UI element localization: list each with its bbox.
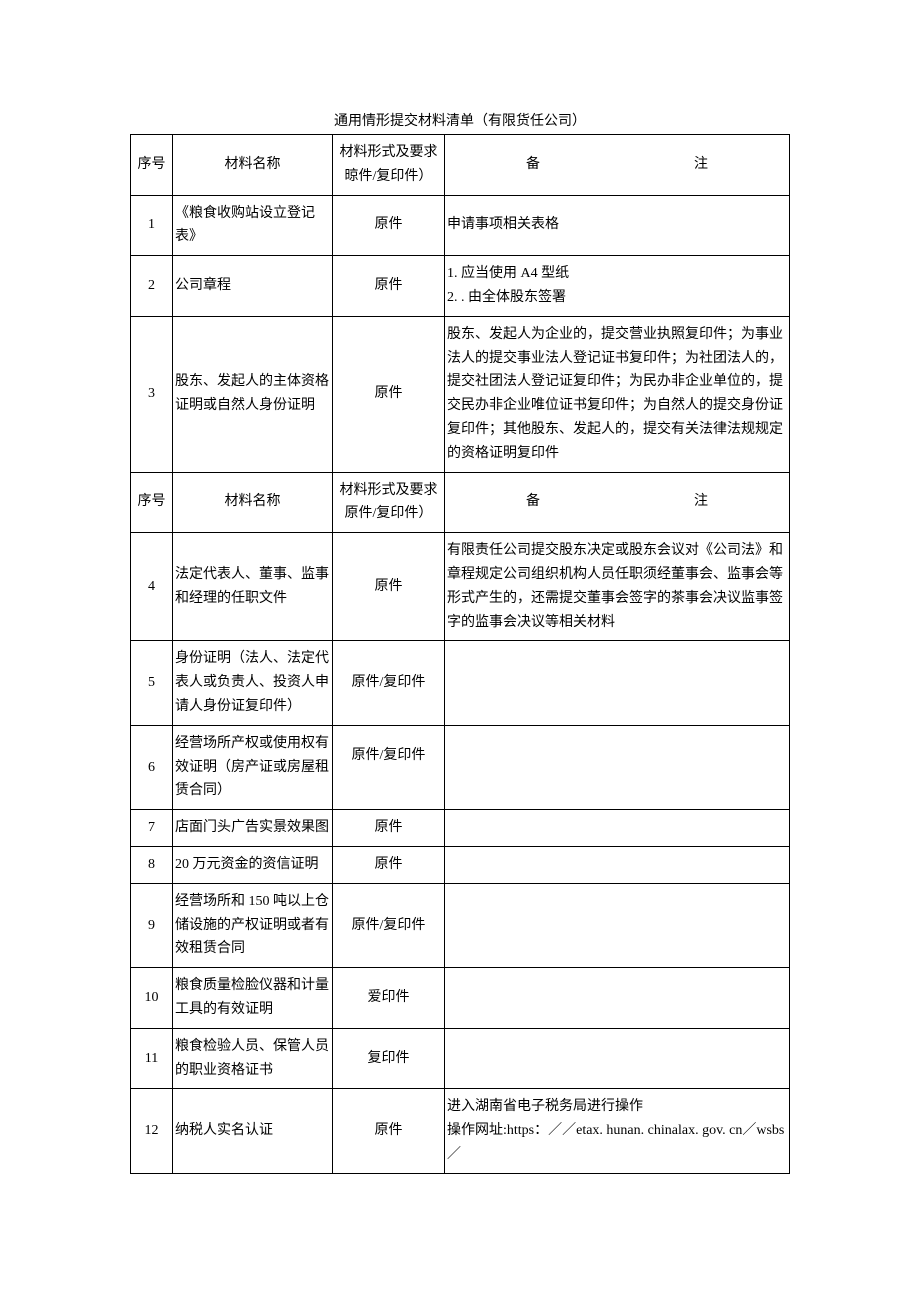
col-name-header: 材料名称 — [173, 135, 333, 196]
table-row: 12 纳税人实名认证 原件 进入湖南省电子税务局进行操作 操作网址:https：… — [131, 1089, 790, 1173]
cell-seq: 2 — [131, 256, 173, 317]
cell-remark: 1. 应当使用 A4 型纸 2. . 由全体股东签署 — [445, 256, 790, 317]
col-seq-header: 序号 — [131, 472, 173, 533]
cell-seq: 12 — [131, 1089, 173, 1173]
table-row: 7 店面门头广告实景效果图 原件 — [131, 810, 790, 847]
cell-remark — [445, 641, 790, 725]
cell-form: 复印件 — [333, 1028, 445, 1089]
col-seq-header: 序号 — [131, 135, 173, 196]
table-row: 3 股东、发起人的主体资格证明或自然人身份证明 原件 股东、发起人为企业的，提交… — [131, 316, 790, 472]
table-row: 1 《粮食收购站设立登记表》 原件 申请事项相关表格 — [131, 195, 790, 256]
cell-remark — [445, 725, 790, 809]
cell-form: 原件 — [333, 195, 445, 256]
cell-name: 公司章程 — [173, 256, 333, 317]
cell-remark — [445, 1028, 790, 1089]
cell-form: 原件 — [333, 256, 445, 317]
cell-seq: 1 — [131, 195, 173, 256]
cell-form: 原件 — [333, 533, 445, 641]
cell-name: 经营场所产权或使用权有效证明（房产证或房屋租赁合同） — [173, 725, 333, 809]
col-remark-header-a: 备 — [526, 490, 540, 514]
cell-name: 股东、发起人的主体资格证明或自然人身份证明 — [173, 316, 333, 472]
cell-remark: 申请事项相关表格 — [445, 195, 790, 256]
table-row: 8 20 万元资金的资信证明 原件 — [131, 846, 790, 883]
cell-seq: 4 — [131, 533, 173, 641]
cell-name: 粮食检验人员、保管人员的职业资格证书 — [173, 1028, 333, 1089]
cell-name: 粮食质量检脸仪器和计量工具的有效证明 — [173, 968, 333, 1029]
col-remark-header: 备 注 — [445, 135, 790, 196]
table-row: 4 法定代表人、董事、监事和经理的任职文件 原件 有限责任公司提交股东决定或股东… — [131, 533, 790, 641]
cell-seq: 3 — [131, 316, 173, 472]
cell-name: 身份证明（法人、法定代表人或负责人、投资人申请人身份证复印件） — [173, 641, 333, 725]
cell-seq: 5 — [131, 641, 173, 725]
cell-seq: 11 — [131, 1028, 173, 1089]
col-remark-header-b: 注 — [694, 153, 708, 177]
table-row: 5 身份证明（法人、法定代表人或负责人、投资人申请人身份证复印件） 原件/复印件 — [131, 641, 790, 725]
cell-seq: 8 — [131, 846, 173, 883]
col-remark-header: 备 注 — [445, 472, 790, 533]
cell-remark — [445, 968, 790, 1029]
cell-seq: 9 — [131, 883, 173, 967]
cell-form: 原件/复印件 — [333, 883, 445, 967]
cell-form: 原件/复印件 — [333, 641, 445, 725]
col-remark-header-b: 注 — [694, 490, 708, 514]
table-row: 2 公司章程 原件 1. 应当使用 A4 型纸 2. . 由全体股东签署 — [131, 256, 790, 317]
cell-seq: 10 — [131, 968, 173, 1029]
cell-form: 原件 — [333, 316, 445, 472]
cell-name: 经营场所和 150 吨以上仓储设施的产权证明或者有效租赁合同 — [173, 883, 333, 967]
table-row: 9 经营场所和 150 吨以上仓储设施的产权证明或者有效租赁合同 原件/复印件 — [131, 883, 790, 967]
materials-table: 序号 材料名称 材料形式及要求晾件/复印件） 备 注 1 《粮食收购站设立登记表… — [130, 134, 790, 1174]
col-name-header: 材料名称 — [173, 472, 333, 533]
page-title: 通用情形提交材料清单（有限货任公司） — [130, 110, 790, 130]
cell-name: 纳税人实名认证 — [173, 1089, 333, 1173]
cell-remark — [445, 883, 790, 967]
cell-seq: 7 — [131, 810, 173, 847]
cell-name: 20 万元资金的资信证明 — [173, 846, 333, 883]
cell-remark: 股东、发起人为企业的，提交营业执照复印件；为事业法人的提交事业法人登记证书复印件… — [445, 316, 790, 472]
cell-form: 原件/复印件 — [333, 725, 445, 809]
cell-remark — [445, 810, 790, 847]
cell-remark — [445, 846, 790, 883]
cell-remark: 有限责任公司提交股东决定或股东会议对《公司法》和章程规定公司组织机构人员任职须经… — [445, 533, 790, 641]
col-remark-header-a: 备 — [526, 153, 540, 177]
cell-form: 原件 — [333, 810, 445, 847]
table-row: 6 经营场所产权或使用权有效证明（房产证或房屋租赁合同） 原件/复印件 — [131, 725, 790, 809]
cell-remark: 进入湖南省电子税务局进行操作 操作网址:https：／／etax. hunan.… — [445, 1089, 790, 1173]
cell-form: 原件 — [333, 846, 445, 883]
table-row: 10 粮食质量检脸仪器和计量工具的有效证明 爱印件 — [131, 968, 790, 1029]
col-form-header: 材料形式及要求晾件/复印件） — [333, 135, 445, 196]
cell-name: 店面门头广告实景效果图 — [173, 810, 333, 847]
table-header-row: 序号 材料名称 材料形式及要求晾件/复印件） 备 注 — [131, 135, 790, 196]
cell-name: 法定代表人、董事、监事和经理的任职文件 — [173, 533, 333, 641]
cell-form: 原件 — [333, 1089, 445, 1173]
table-row: 11 粮食检验人员、保管人员的职业资格证书 复印件 — [131, 1028, 790, 1089]
cell-form: 爱印件 — [333, 968, 445, 1029]
col-form-header: 材料形式及要求原件/复印件） — [333, 472, 445, 533]
table-header-row-2: 序号 材料名称 材料形式及要求原件/复印件） 备 注 — [131, 472, 790, 533]
cell-seq: 6 — [131, 725, 173, 809]
cell-name: 《粮食收购站设立登记表》 — [173, 195, 333, 256]
